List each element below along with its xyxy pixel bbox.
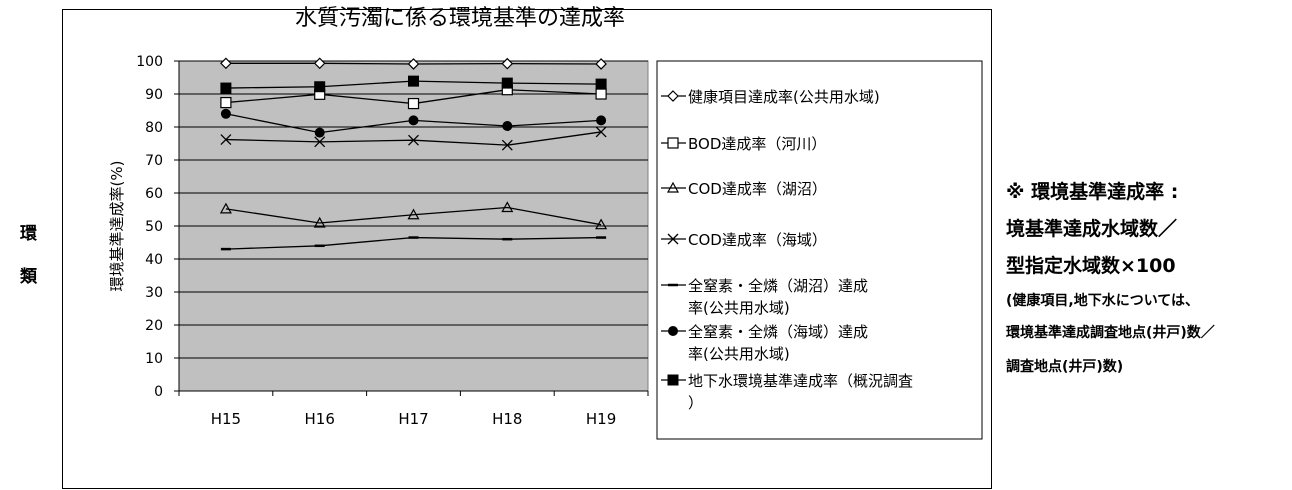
legend-marker-3 — [666, 181, 680, 193]
side-label-2: 類 — [20, 267, 37, 287]
legend-label-3: COD達成率（湖沼） — [688, 180, 827, 198]
data-point-s1 — [595, 58, 607, 70]
note-line-1: ※ 環境基準達成率 : — [1006, 181, 1179, 203]
note-line-4: (健康項目,地下水については、 — [1006, 293, 1200, 309]
x-tick-label: H17 — [398, 410, 428, 428]
x-tick-label: H19 — [586, 410, 616, 428]
legend-label-1: 健康項目達成率(公共用水域) — [688, 88, 880, 106]
data-point-s6 — [408, 115, 419, 126]
legend-label-2: BOD達成率（河川） — [688, 135, 826, 153]
y-tick-label: 70 — [145, 153, 163, 169]
data-point-s4 — [314, 136, 326, 148]
data-point-s1 — [313, 57, 326, 70]
x-tick-label: H15 — [211, 410, 241, 428]
note-line-3: 型指定水域数×100 — [1006, 255, 1176, 277]
legend-marker-6 — [668, 326, 678, 336]
legend-marker-7 — [667, 374, 679, 386]
y-tick-label: 10 — [145, 351, 163, 367]
legend-label-7: 地下水環境基準達成率（概況調査） — [688, 372, 913, 412]
data-point-s7 — [220, 82, 232, 94]
data-point-s7 — [501, 77, 513, 89]
data-point-s4 — [220, 134, 232, 145]
y-tick-label: 90 — [145, 87, 163, 103]
data-point-s3 — [595, 218, 608, 230]
note-line-2: 境基準達成水域数／ — [1006, 218, 1178, 240]
chart-title: 水質汚濁に係る環境基準の達成率 — [295, 6, 626, 31]
chart-frame: 水質汚濁に係る環境基準の達成率 0 10 20 30 40 50 60 70 80 90 100 H1… — [62, 6, 992, 489]
data-point-s2 — [220, 96, 232, 109]
series-line-3 — [225, 206, 602, 226]
data-point-s3 — [407, 208, 420, 220]
data-point-s6 — [596, 115, 607, 126]
data-point-s2 — [407, 97, 420, 110]
data-point-s4 — [408, 134, 419, 146]
note-line-6: 調査地点(井戸)数) — [1006, 359, 1124, 375]
data-point-s6 — [220, 108, 231, 119]
data-point-s3 — [313, 216, 326, 228]
y-tick-label: 60 — [145, 186, 163, 202]
data-point-s7 — [595, 78, 607, 90]
data-point-s1 — [407, 58, 420, 70]
legend-label-4: COD達成率（海域） — [688, 231, 827, 249]
y-tick-label: 50 — [145, 219, 163, 235]
legend-marker-1 — [667, 90, 679, 102]
y-tick-label: 30 — [145, 285, 163, 301]
data-point-s3 — [219, 202, 232, 214]
data-point-s3 — [501, 201, 514, 213]
achievement-rate-note: ※ 環境基準達成率 : 境基準達成水域数／ 型指定水域数×100 (健康項目,地… — [1006, 180, 1292, 391]
x-tick-label: H18 — [492, 410, 522, 428]
legend-label-5: 全窒素・全燐（湖沼）達成率(公共用水域) — [688, 277, 868, 317]
y-tick-label: 100 — [136, 54, 163, 70]
y-tick-label: 0 — [154, 384, 163, 400]
x-tick-label: H16 — [305, 410, 335, 428]
data-point-s4 — [595, 126, 607, 138]
y-tick-label: 80 — [145, 120, 163, 136]
data-point-s6 — [502, 121, 513, 132]
data-point-s2 — [595, 88, 607, 100]
y-tick-label: 40 — [145, 252, 163, 268]
legend-marker-4 — [667, 233, 679, 245]
legend-label-6: 全窒素・全燐（海域）達成率(公共用水域) — [688, 323, 868, 363]
legend-marker-2 — [667, 137, 679, 149]
legend-box — [656, 60, 983, 440]
y-axis-label: 環境基準達成率(%) — [108, 161, 126, 292]
data-point-s7 — [314, 81, 326, 93]
note-line-5: 環境基準達成調査地点(井戸)数／ — [1006, 325, 1215, 341]
data-point-s7 — [408, 75, 419, 87]
data-point-s4 — [501, 139, 513, 151]
data-point-s1 — [220, 57, 232, 70]
side-label-1: 環 — [20, 224, 37, 244]
data-point-s6 — [314, 127, 325, 138]
y-tick-label: 20 — [145, 318, 163, 334]
line-chart: 0 10 20 30 40 50 60 70 80 90 100 H15 H16 H17 H18 H19 環境基… — [108, 54, 983, 440]
data-point-s1 — [501, 57, 514, 70]
